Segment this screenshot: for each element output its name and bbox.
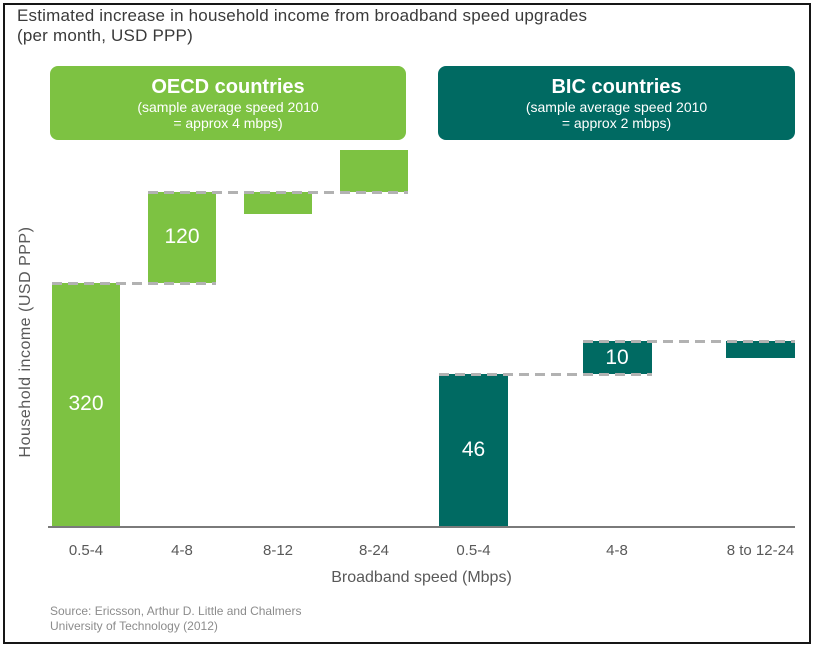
bar-value-label: 46 [461,438,486,462]
x-tick-label: 0.5-4 [68,542,104,559]
waterfall-connector-dashed-line [439,373,652,377]
oecd-header-box: OECD countries (sample average speed 201… [50,66,406,140]
bar-oecd-0.5-4: 320 [52,282,120,526]
bar-value-label: 120 [164,225,200,249]
source-note-line2: University of Technology (2012) [50,619,218,633]
x-tick-label: 0.5-4 [456,542,491,559]
x-axis-line [48,526,795,528]
x-tick-label: 8-24 [358,542,390,559]
bar-bic-0.5-4: 46 [439,374,508,526]
oecd-header-title: OECD countries [151,76,305,98]
bar-oecd-8-24 [340,149,408,192]
chart-title: Estimated increase in household income f… [17,6,587,46]
bar-bic-4-8: 10 [582,341,652,375]
bic-header-subtitle-line2: = approx 2 mbps) [561,115,672,131]
oecd-header-subtitle-line1: (sample average speed 2010 [137,99,319,115]
chart-title-line2: (per month, USD PPP) [17,26,193,45]
waterfall-connector-dashed-line [52,281,216,285]
x-tick-label: 4-8 [171,542,193,559]
x-tick-label: 4-8 [606,542,628,559]
x-tick-label: 8 to 12-24 [726,542,795,559]
bar-oecd-8-12 [244,191,312,215]
waterfall-connector-dashed-line [582,340,795,344]
bar-value-label: 320 [68,392,104,416]
bar-oecd-4-8: 120 [148,191,216,283]
chart-title-line1: Estimated increase in household income f… [17,6,588,25]
waterfall-connector-dashed-line [148,190,408,194]
x-axis-label: Broadband speed (Mbps) [331,569,512,586]
bar-value-label: 10 [605,345,629,369]
source-note-line1: Source: Ericsson, Arthur D. Little and C… [50,604,302,618]
x-tick-label: 8-12 [262,542,294,559]
bic-header-box: BIC countries (sample average speed 2010… [438,66,795,140]
oecd-header-subtitle-line2: = approx 4 mbps) [173,115,283,131]
source-note: Source: Ericsson, Arthur D. Little and C… [50,604,301,634]
bic-header-title: BIC countries [551,76,682,98]
bar-bic-8 to 12-24 [726,341,795,358]
bic-header-subtitle-line1: (sample average speed 2010 [525,99,708,115]
